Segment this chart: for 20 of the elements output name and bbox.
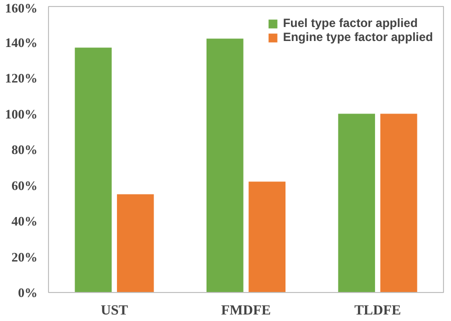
x-tick-label: TLDFE bbox=[354, 304, 402, 318]
y-tick-label: 140% bbox=[5, 34, 38, 50]
y-tick-label: 60% bbox=[12, 178, 38, 193]
bar bbox=[74, 48, 112, 292]
bar bbox=[206, 38, 244, 292]
x-tick-label: FMDFE bbox=[221, 304, 271, 318]
bar bbox=[338, 114, 376, 292]
y-tick-label: 160% bbox=[5, 0, 38, 16]
legend-label: Fuel type factor applied bbox=[282, 16, 418, 30]
x-tick-label: UST bbox=[100, 304, 129, 318]
y-tick-label: 20% bbox=[12, 249, 38, 264]
bar bbox=[248, 182, 286, 292]
bar bbox=[380, 114, 418, 292]
y-tick-label: 0% bbox=[18, 285, 38, 300]
legend-label: Engine type factor applied bbox=[282, 30, 433, 44]
y-tick-label: 80% bbox=[12, 142, 38, 157]
y-tick-label: 100% bbox=[5, 106, 38, 122]
y-tick-label: 40% bbox=[12, 214, 38, 228]
bar bbox=[116, 194, 154, 292]
y-tick-label: 120% bbox=[5, 70, 38, 86]
